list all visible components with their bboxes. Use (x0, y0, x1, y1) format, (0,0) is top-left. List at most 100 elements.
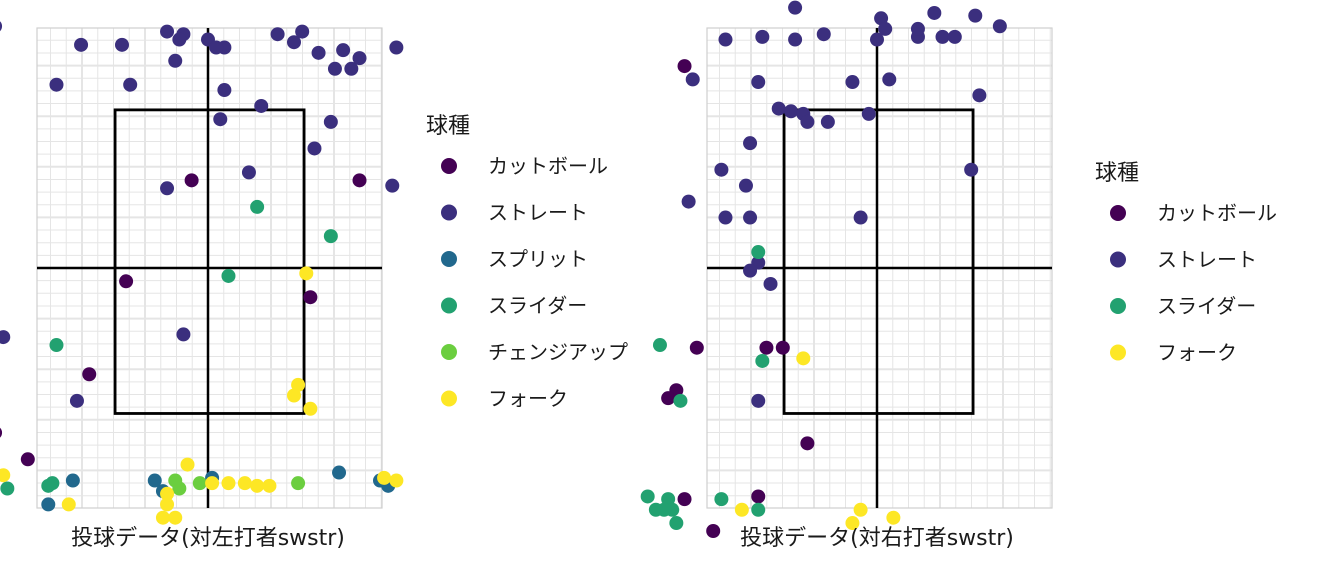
point-ストレート (0, 330, 11, 345)
legend-key-カットボール (441, 158, 457, 174)
legend-label-カットボール: カットボール (1157, 201, 1277, 225)
point-ストレート (172, 32, 187, 47)
point-フォーク (303, 401, 318, 416)
point-フォーク (886, 510, 901, 525)
point-スライダー (221, 268, 236, 283)
point-スライダー (640, 489, 655, 504)
point-ストレート (763, 276, 778, 291)
point-フォーク (160, 497, 175, 512)
legend-label-チェンジアップ: チェンジアップ (488, 340, 628, 364)
legend-label-ストレート: ストレート (1157, 248, 1257, 272)
point-フォーク (845, 516, 860, 531)
legend-key-スライダー (1110, 298, 1126, 314)
point-カットボール (800, 436, 815, 451)
legend-label-スライダー: スライダー (488, 294, 587, 318)
point-ストレート (992, 19, 1007, 34)
point-フォーク (168, 510, 183, 525)
point-ストレート (738, 178, 753, 193)
point-ストレート (209, 40, 224, 55)
point-チェンジアップ (168, 473, 183, 488)
legend-key-ストレート (441, 204, 457, 221)
point-スライダー (41, 478, 56, 493)
point-ストレート (389, 40, 404, 55)
point-ストレート (718, 32, 733, 47)
point-スライダー (751, 245, 766, 260)
point-スプリット (332, 465, 347, 480)
point-ストレート (49, 77, 64, 92)
point-ストレート (874, 11, 889, 26)
point-フォーク (262, 478, 277, 493)
strike-zone (782, 108, 975, 415)
point-フォーク (160, 486, 175, 501)
point-カットボール (184, 173, 199, 188)
point-カットボール (706, 523, 721, 538)
point-カットボール (689, 340, 704, 355)
point-フォーク (237, 476, 252, 491)
point-スライダー (661, 492, 676, 507)
point-フォーク (221, 476, 236, 491)
legend-key-スライダー (441, 297, 457, 314)
point-ストレート (0, 21, 3, 32)
point-ストレート (168, 53, 183, 68)
point-ストレート (771, 101, 786, 116)
legend-key-チェンジアップ (441, 344, 457, 360)
point-ストレート (820, 114, 835, 129)
point-ストレート (743, 210, 758, 225)
point-ストレート (254, 98, 269, 113)
point-スライダー (652, 338, 667, 353)
point-フォーク (250, 478, 265, 493)
point-フォーク (0, 468, 11, 483)
point-ストレート (213, 112, 228, 127)
point-スライダー (755, 353, 770, 368)
x-axis-title: 投球データ(対左打者swstr) (71, 526, 345, 551)
point-ストレート (972, 88, 987, 103)
point-ストレート (160, 181, 175, 196)
point-チェンジアップ (192, 476, 207, 491)
point-フォーク (734, 502, 749, 517)
point-フォーク (180, 457, 195, 472)
point-ストレート (685, 72, 700, 87)
point-ストレート (751, 75, 766, 90)
point-ストレート (217, 83, 232, 98)
data-points (640, 0, 1007, 538)
legend-label-フォーク: フォーク (488, 387, 568, 411)
point-カットボール (82, 367, 97, 382)
point-チェンジアップ (291, 476, 306, 491)
point-ストレート (743, 136, 758, 151)
point-スライダー (323, 229, 338, 244)
legend-title: 球種 (1095, 161, 1139, 186)
point-ストレート (241, 165, 256, 180)
legend-title: 球種 (426, 114, 470, 139)
point-ストレート (327, 61, 342, 76)
point-スライダー (714, 492, 729, 507)
point-ストレート (352, 51, 367, 66)
point-フォーク (291, 377, 306, 392)
point-ストレート (910, 21, 925, 36)
point-ストレート (344, 61, 359, 76)
point-スライダー (49, 338, 64, 353)
point-ストレート (870, 32, 884, 47)
point-ストレート (878, 21, 893, 36)
point-ストレート (718, 210, 733, 225)
point-ストレート (385, 178, 400, 193)
point-カットボール (759, 340, 774, 355)
plot-panel: 投球データ(対左打者swstr) 球種カットボールストレートスプリットスライダーチ… (0, 21, 628, 551)
point-スライダー (751, 502, 766, 517)
point-ストレート (286, 35, 301, 50)
point-ストレート (336, 43, 351, 58)
point-スライダー (669, 516, 684, 531)
point-ストレート (311, 45, 326, 60)
legend-key-カットボール (1110, 205, 1126, 221)
point-ストレート (751, 393, 766, 408)
point-カットボール (677, 492, 692, 507)
point-スライダー (0, 481, 15, 496)
point-カットボール (751, 489, 766, 504)
legend-key-ストレート (1110, 251, 1126, 268)
legend-label-スライダー: スライダー (1157, 294, 1256, 318)
point-ストレート (307, 141, 322, 156)
point-ストレート (755, 29, 770, 44)
point-カットボール (303, 290, 318, 305)
point-スライダー (250, 199, 265, 214)
